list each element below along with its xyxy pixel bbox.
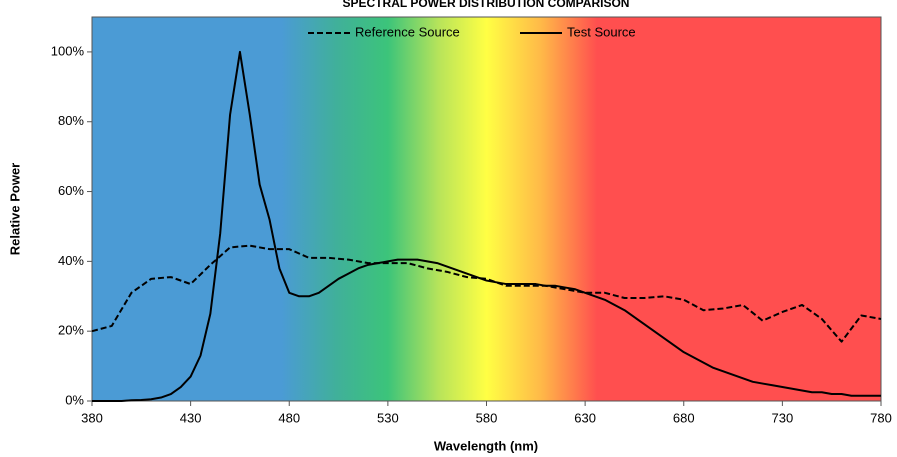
x-tick-label: 480 [278,410,300,425]
x-tick-label: 680 [673,410,695,425]
x-tick-label: 430 [180,410,202,425]
legend-label: Test Source [567,24,636,39]
legend-label: Reference Source [355,24,460,39]
x-axis-label: Wavelength (nm) [434,438,538,453]
x-tick-label: 530 [377,410,399,425]
chart-title: SPECTRAL POWER DISTRIBUTION COMPARISON [343,0,630,10]
plot-background [92,17,881,401]
x-tick-label: 730 [772,410,794,425]
y-axis-label: Relative Power [7,163,22,256]
y-tick-label: 100% [51,43,85,58]
series-line [92,50,881,402]
x-tick-label: 630 [574,410,596,425]
y-tick-label: 80% [58,113,84,128]
y-tick-label: 20% [58,323,84,338]
y-tick-label: 0% [65,392,84,407]
y-tick-label: 40% [58,253,84,268]
x-tick-label: 380 [81,410,103,425]
y-tick-label: 60% [58,183,84,198]
x-tick-label: 780 [870,410,892,425]
x-tick-label: 580 [476,410,498,425]
